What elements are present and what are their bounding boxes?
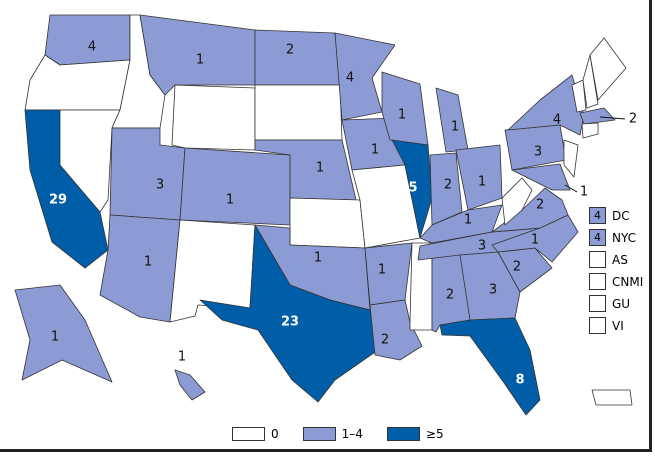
state-nj: [563, 139, 579, 178]
state-value-oh: 1: [478, 175, 486, 190]
state-value-ky: 1: [464, 213, 472, 228]
state-value-mn: 4: [346, 71, 354, 86]
state-ga: [459, 251, 521, 321]
state-ks: [289, 197, 366, 249]
state-value-va: 2: [536, 198, 544, 213]
state-co: [179, 147, 291, 226]
state-value-pa: 3: [534, 145, 542, 160]
inset-box: [589, 295, 606, 312]
inset-as: AS: [589, 251, 628, 268]
state-value-ar: 1: [378, 263, 386, 278]
state-value-ut: 3: [156, 178, 164, 193]
state-ma: [579, 107, 616, 125]
state-ct: [581, 122, 599, 139]
inset-box: 4: [589, 229, 606, 246]
state-ky: [419, 204, 503, 244]
state-value-in: 2: [444, 178, 452, 193]
inset-label: NYC: [612, 230, 637, 245]
state-me: [589, 37, 627, 101]
inset-nyc: 4 NYC: [589, 229, 636, 246]
state-value-md: 1: [580, 185, 588, 200]
inset-box: [589, 273, 606, 290]
state-value-wi: 1: [398, 108, 406, 123]
legend-item: ≥5: [386, 427, 444, 441]
figure-frame: [0, 0, 652, 452]
state-value-il: 5: [408, 181, 417, 196]
state-value-mi: 1: [451, 120, 459, 135]
state-value-ga: 3: [489, 283, 497, 298]
state-ms: [409, 242, 433, 331]
state-value-nd: 2: [286, 43, 294, 58]
inset-dc: 4 DC: [589, 207, 630, 224]
state-mo: [351, 164, 421, 249]
inset-box: [589, 251, 606, 268]
legend-item: 1–4: [302, 427, 363, 441]
state-value-fl: 8: [515, 373, 524, 388]
inset-label: GU: [612, 296, 631, 311]
inset-box: 4: [589, 207, 606, 224]
state-pr: [591, 389, 633, 406]
state-value-ny: 4: [553, 113, 561, 128]
state-la: [369, 299, 423, 361]
inset-gu: GU: [589, 295, 630, 312]
state-value-tn: 3: [478, 239, 486, 254]
inset-vi: VI: [589, 317, 624, 334]
legend-swatch: [232, 427, 265, 441]
state-fl: [439, 317, 541, 416]
state-value-ia: 1: [371, 143, 379, 158]
state-value-sc: 2: [513, 260, 521, 275]
state-ak: [14, 284, 113, 383]
state-value-co: 1: [226, 193, 234, 208]
state-wv: [501, 177, 533, 226]
state-az: [99, 214, 181, 323]
state-value-ma: 2: [629, 112, 637, 127]
leader-line-md: [564, 184, 578, 193]
state-value-tx: 23: [281, 315, 299, 330]
state-in: [429, 152, 463, 226]
state-nd: [254, 29, 341, 86]
state-value-ne: 1: [316, 161, 324, 176]
inset-label: AS: [612, 252, 628, 267]
state-ny: [507, 74, 585, 136]
state-wy: [171, 84, 256, 151]
legend-swatch: [386, 427, 420, 441]
state-mn: [334, 32, 396, 121]
state-value-hi: 1: [178, 350, 186, 365]
state-hi: [174, 369, 206, 401]
inset-cnmi: CNMI: [589, 273, 643, 290]
state-value-az: 1: [144, 255, 152, 270]
state-value-ca: 29: [49, 193, 67, 208]
inset-box: [589, 317, 606, 334]
state-md: [511, 163, 571, 191]
legend-item: 0: [232, 427, 279, 441]
inset-label: VI: [612, 318, 624, 333]
state-value-mt: 1: [196, 53, 204, 68]
leader-line-ma: [599, 116, 626, 120]
state-vt: [571, 79, 587, 113]
state-value-la: 2: [381, 333, 389, 348]
state-ar: [364, 242, 413, 306]
state-il: [391, 139, 433, 239]
state-tx: [199, 224, 379, 403]
legend-swatch: [302, 427, 336, 441]
state-nh: [582, 54, 599, 109]
state-sd: [254, 84, 343, 141]
state-value-ak: 1: [51, 330, 59, 345]
legend-label: 1–4: [341, 427, 363, 441]
legend-label: ≥5: [425, 427, 444, 441]
state-value-ok: 1: [314, 251, 322, 266]
inset-label: DC: [612, 208, 630, 223]
state-value-al: 2: [446, 288, 454, 303]
state-value-nc: 1: [531, 233, 539, 248]
map-legend: 0 1–4 ≥5: [232, 427, 468, 441]
legend-label: 0: [271, 427, 279, 441]
state-value-wa: 4: [88, 40, 96, 55]
inset-label: CNMI: [612, 274, 644, 289]
